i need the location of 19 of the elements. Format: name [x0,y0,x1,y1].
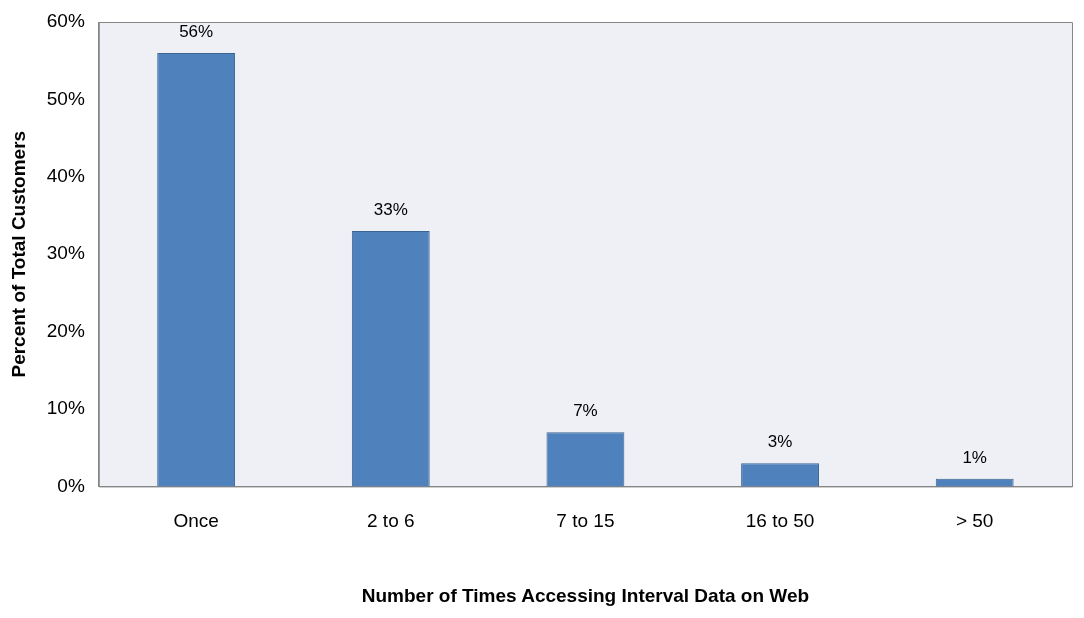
y-axis-title: Percent of Total Customers [7,130,29,378]
y-tick-label: 30% [46,242,85,264]
x-tick-label: 2 to 6 [367,510,415,532]
y-tick-label: 40% [46,165,85,187]
data-label: 3% [767,432,793,452]
y-tick-label: 60% [46,10,85,32]
x-tick-label: 16 to 50 [745,510,815,532]
data-label: 1% [962,447,987,467]
x-tick-label: Once [173,510,219,532]
y-tick-label: 0% [57,474,85,496]
y-tick-label: 10% [46,397,85,419]
data-label: 56% [179,22,214,42]
x-tick-label: > 50 [955,510,994,532]
x-tick-label: 7 to 15 [556,510,615,532]
data-label: 33% [373,200,408,220]
y-tick-label: 50% [46,87,85,109]
y-tick-label: 20% [46,319,85,341]
x-axis-title: Number of Times Accessing Interval Data on Web [361,584,810,606]
data-label: 7% [573,401,598,421]
